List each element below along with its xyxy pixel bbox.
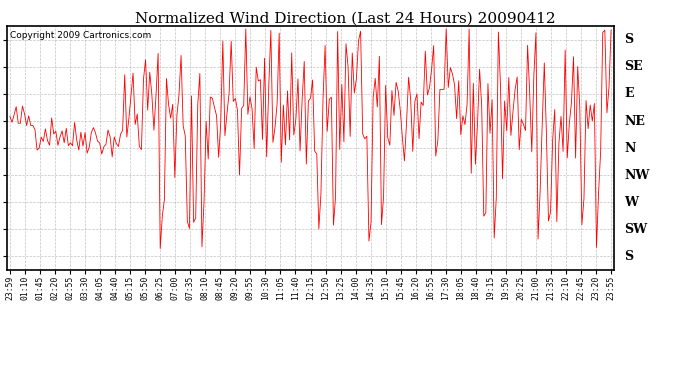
Text: Copyright 2009 Cartronics.com: Copyright 2009 Cartronics.com — [10, 31, 151, 40]
Text: E: E — [624, 87, 634, 100]
Text: SW: SW — [624, 223, 648, 236]
Text: N: N — [624, 142, 635, 154]
Text: SE: SE — [624, 60, 643, 74]
Text: S: S — [624, 33, 633, 46]
Text: W: W — [624, 196, 638, 209]
Text: NE: NE — [624, 114, 645, 128]
Text: Normalized Wind Direction (Last 24 Hours) 20090412: Normalized Wind Direction (Last 24 Hours… — [135, 11, 555, 25]
Text: NW: NW — [624, 169, 650, 182]
Text: S: S — [624, 250, 633, 263]
